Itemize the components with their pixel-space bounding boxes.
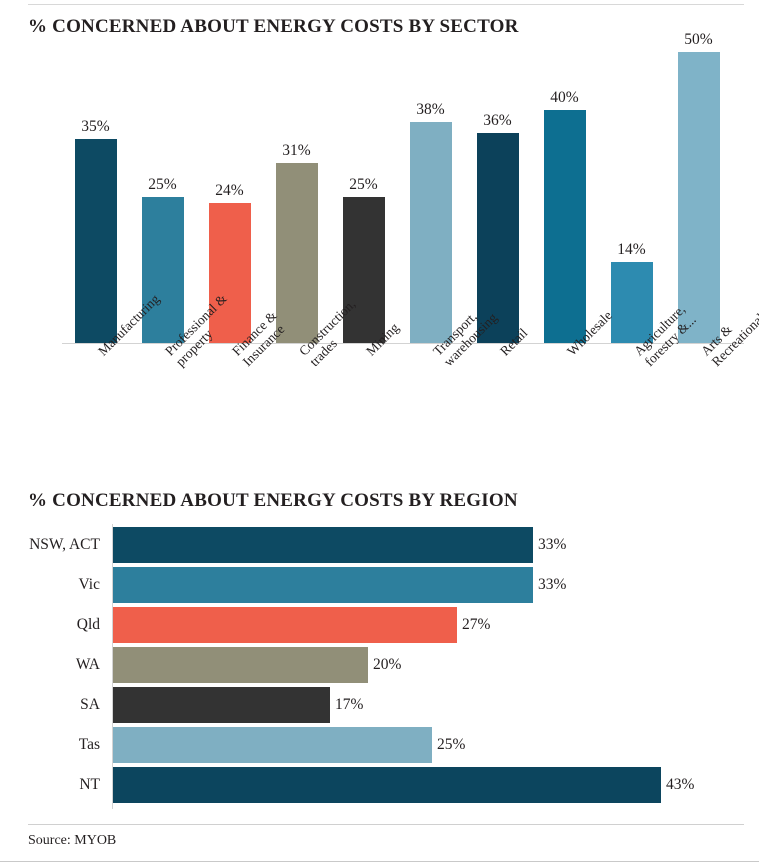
- region-bar-row[interactable]: Qld 27%: [0, 605, 759, 645]
- sector-bar-value-label: 50%: [684, 31, 713, 48]
- region-category-label: Tas: [78, 736, 100, 753]
- sector-bar-group[interactable]: 50%: [665, 30, 732, 343]
- bottom-divider: [0, 861, 759, 862]
- region-bar-row[interactable]: WA 20%: [0, 645, 759, 685]
- sector-bar-group[interactable]: 35%: [62, 30, 129, 343]
- sector-plot-area: 35% 25% 24% 31% 25% 38% 36% 40% 14% 50%: [62, 30, 737, 343]
- region-category-label: NSW, ACT: [29, 536, 100, 553]
- source-note: Source: MYOB: [28, 833, 117, 848]
- sector-bar-group[interactable]: 14%: [598, 30, 665, 343]
- region-bar[interactable]: [113, 767, 661, 803]
- sector-baseline-axis: [62, 343, 744, 344]
- sector-bar-value-label: 25%: [148, 176, 177, 193]
- region-bar-value-label: 17%: [335, 696, 364, 713]
- region-bar-row[interactable]: Vic 33%: [0, 565, 759, 605]
- region-baseline-axis: [112, 524, 113, 809]
- region-bar-row[interactable]: SA 17%: [0, 685, 759, 725]
- sector-bar[interactable]: [611, 262, 653, 343]
- sector-bar[interactable]: [209, 203, 251, 343]
- sector-bar[interactable]: [75, 139, 117, 343]
- region-bar-chart: NSW, ACT 33% Vic 33% Qld 27% WA 20% SA 17% Tas 25% N…: [0, 524, 759, 814]
- region-bar[interactable]: [113, 647, 368, 683]
- region-bar-value-label: 27%: [462, 616, 491, 633]
- sector-bar[interactable]: [410, 122, 452, 343]
- sector-bar-value-label: 31%: [282, 142, 311, 159]
- region-bar-value-label: 33%: [538, 536, 567, 553]
- region-bar[interactable]: [113, 567, 533, 603]
- region-bar[interactable]: [113, 727, 432, 763]
- sector-bar-group[interactable]: 25%: [129, 30, 196, 343]
- region-chart-title: % CONCERNED ABOUT ENERGY COSTS BY REGION: [28, 490, 518, 511]
- region-bar-value-label: 43%: [666, 776, 695, 793]
- sector-bar[interactable]: [477, 133, 519, 343]
- region-bar[interactable]: [113, 607, 457, 643]
- sector-bar-value-label: 14%: [617, 241, 646, 258]
- source-divider: [28, 824, 744, 825]
- region-bar[interactable]: [113, 527, 533, 563]
- sector-bar-group[interactable]: 31%: [263, 30, 330, 343]
- top-divider: [28, 4, 744, 5]
- region-bar-row[interactable]: NT 43%: [0, 765, 759, 805]
- sector-chart-title: % CONCERNED ABOUT ENERGY COSTS BY SECTOR: [28, 16, 519, 37]
- region-category-label: NT: [79, 776, 100, 793]
- sector-bar-value-label: 24%: [215, 182, 244, 199]
- sector-bar-group[interactable]: 40%: [531, 30, 598, 343]
- region-bar-value-label: 20%: [373, 656, 402, 673]
- region-bar-row[interactable]: Tas 25%: [0, 725, 759, 765]
- region-bar-value-label: 33%: [538, 576, 567, 593]
- sector-bar-value-label: 40%: [550, 89, 579, 106]
- sector-bar[interactable]: [678, 52, 720, 343]
- region-category-label: Qld: [76, 616, 100, 633]
- region-bar-row[interactable]: NSW, ACT 33%: [0, 525, 759, 565]
- region-category-label: Vic: [78, 576, 100, 593]
- sector-bar-value-label: 35%: [81, 118, 110, 135]
- sector-bar-group[interactable]: 38%: [397, 30, 464, 343]
- region-category-label: WA: [75, 656, 100, 673]
- sector-bar[interactable]: [343, 197, 385, 343]
- sector-bar-group[interactable]: 24%: [196, 30, 263, 343]
- region-bar[interactable]: [113, 687, 330, 723]
- region-category-label: SA: [80, 696, 100, 713]
- sector-bar-chart: 35% 25% 24% 31% 25% 38% 36% 40% 14% 50% Manufactu…: [0, 30, 759, 460]
- region-bar-value-label: 25%: [437, 736, 466, 753]
- sector-bar[interactable]: [544, 110, 586, 343]
- sector-bar-value-label: 36%: [483, 112, 512, 129]
- sector-bar-value-label: 38%: [416, 101, 445, 118]
- sector-bar-group[interactable]: 36%: [464, 30, 531, 343]
- sector-bar[interactable]: [276, 163, 318, 343]
- sector-bar-group[interactable]: 25%: [330, 30, 397, 343]
- sector-bar[interactable]: [142, 197, 184, 343]
- sector-bar-value-label: 25%: [349, 176, 378, 193]
